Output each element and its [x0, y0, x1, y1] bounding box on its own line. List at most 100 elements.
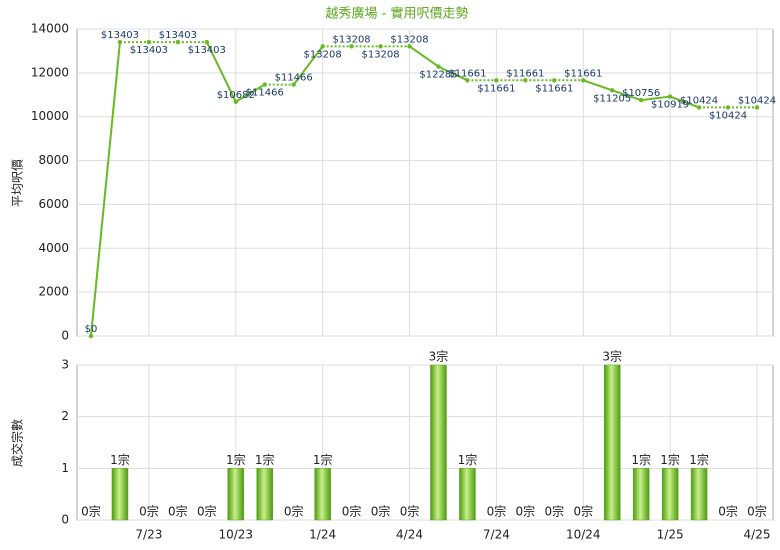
data-label: 0宗: [718, 504, 738, 519]
x-tick-label: 7/24: [483, 528, 510, 542]
data-point: [581, 78, 586, 83]
y-tick-label: 8000: [38, 153, 69, 167]
data-point: [494, 78, 499, 83]
y-tick-label: 3: [61, 358, 69, 372]
data-label: 0宗: [168, 504, 188, 519]
line-segment: [582, 79, 613, 92]
chart-title: 越秀廣場 - 實用呎價走勢: [326, 6, 469, 22]
y-tick-label: 0: [61, 513, 69, 527]
data-label: $0: [85, 324, 98, 335]
line-segment: [205, 41, 237, 103]
data-label: 0宗: [747, 504, 767, 519]
data-point: [667, 94, 673, 99]
data-label: $13208: [390, 34, 428, 45]
data-point: [175, 39, 181, 45]
line-segment: [641, 95, 671, 102]
data-label: 1宗: [660, 452, 680, 467]
data-label: $13403: [130, 45, 168, 56]
data-label: 0宗: [284, 504, 304, 519]
data-point: [378, 44, 383, 49]
data-point: [754, 105, 760, 110]
line-segment: [235, 83, 266, 103]
y-axis-label: 平均呎價: [11, 159, 25, 207]
data-label: $11661: [506, 68, 544, 79]
line-segment: [90, 41, 121, 337]
data-point: [262, 82, 267, 87]
y-tick-label: 1: [61, 461, 69, 475]
data-label: $13208: [361, 49, 399, 60]
x-tick-label: 10/23: [218, 528, 253, 542]
data-label: $11205: [593, 93, 631, 104]
y-tick-label: 12000: [31, 65, 69, 79]
data-point: [725, 105, 731, 110]
data-point: [638, 97, 644, 103]
y-tick-label: 14000: [31, 22, 69, 36]
data-point: [610, 88, 615, 93]
data-label: $13403: [188, 45, 226, 56]
data-label: 3宗: [602, 349, 622, 364]
data-label: $12285: [419, 70, 457, 81]
line-segment: [408, 45, 440, 68]
data-point: [320, 44, 325, 49]
bar: [227, 468, 245, 521]
data-label: 0宗: [197, 504, 217, 519]
data-point: [117, 39, 123, 45]
data-label: $11661: [448, 68, 486, 79]
bar: [314, 468, 331, 521]
data-label: 0宗: [371, 504, 391, 519]
x-tick-label: 4/25: [744, 528, 771, 542]
data-label: $13208: [333, 34, 371, 45]
data-label: $10424: [680, 95, 718, 106]
data-label: 0宗: [516, 504, 536, 519]
y-tick-label: 4000: [38, 241, 69, 255]
data-label: $11466: [275, 73, 313, 84]
data-label: $13208: [304, 49, 342, 60]
bar: [256, 468, 273, 521]
y-tick-label: 2: [61, 409, 69, 423]
data-point: [88, 333, 94, 339]
data-point: [436, 64, 441, 69]
data-label: 0宗: [342, 504, 362, 519]
data-label: 0宗: [400, 504, 420, 519]
data-label: 1宗: [110, 452, 130, 467]
bar: [459, 468, 476, 521]
data-label: $11466: [246, 88, 284, 99]
data-label: $11661: [535, 83, 573, 94]
data-point: [233, 99, 238, 104]
data-label: 1宗: [631, 452, 651, 467]
data-label: 0宗: [487, 504, 507, 519]
bar: [661, 468, 679, 521]
data-label: $10424: [738, 95, 776, 106]
data-label: $10919: [651, 100, 689, 111]
data-point: [523, 78, 528, 83]
data-point: [465, 78, 470, 83]
data-label: $13403: [101, 30, 139, 41]
data-label: 3宗: [429, 349, 449, 364]
x-tick-label: 4/24: [396, 528, 423, 542]
data-label: 1宗: [255, 452, 275, 467]
x-tick-label: 7/23: [135, 528, 162, 542]
data-point: [552, 78, 557, 83]
bar: [632, 468, 650, 521]
data-label: $11661: [477, 83, 515, 94]
bar: [111, 468, 129, 521]
data-label: 0宗: [544, 504, 564, 519]
data-point: [696, 105, 702, 110]
data-label: 1宗: [313, 452, 333, 467]
bar: [603, 364, 621, 521]
x-tick-label: 1/24: [309, 528, 336, 542]
data-label: $10424: [709, 110, 747, 121]
y-tick-label: 6000: [38, 197, 69, 211]
y-axis-label: 成交宗數: [10, 419, 25, 467]
data-label: $10756: [622, 88, 660, 99]
y-tick-label: 0: [61, 329, 69, 343]
line-segment: [438, 65, 468, 82]
y-tick-label: 2000: [38, 285, 69, 299]
data-label: 0宗: [139, 504, 159, 519]
data-label: 1宗: [226, 452, 246, 467]
data-point: [204, 39, 210, 45]
data-label: $10682: [217, 90, 255, 101]
data-point: [291, 82, 296, 87]
bar: [430, 364, 447, 521]
